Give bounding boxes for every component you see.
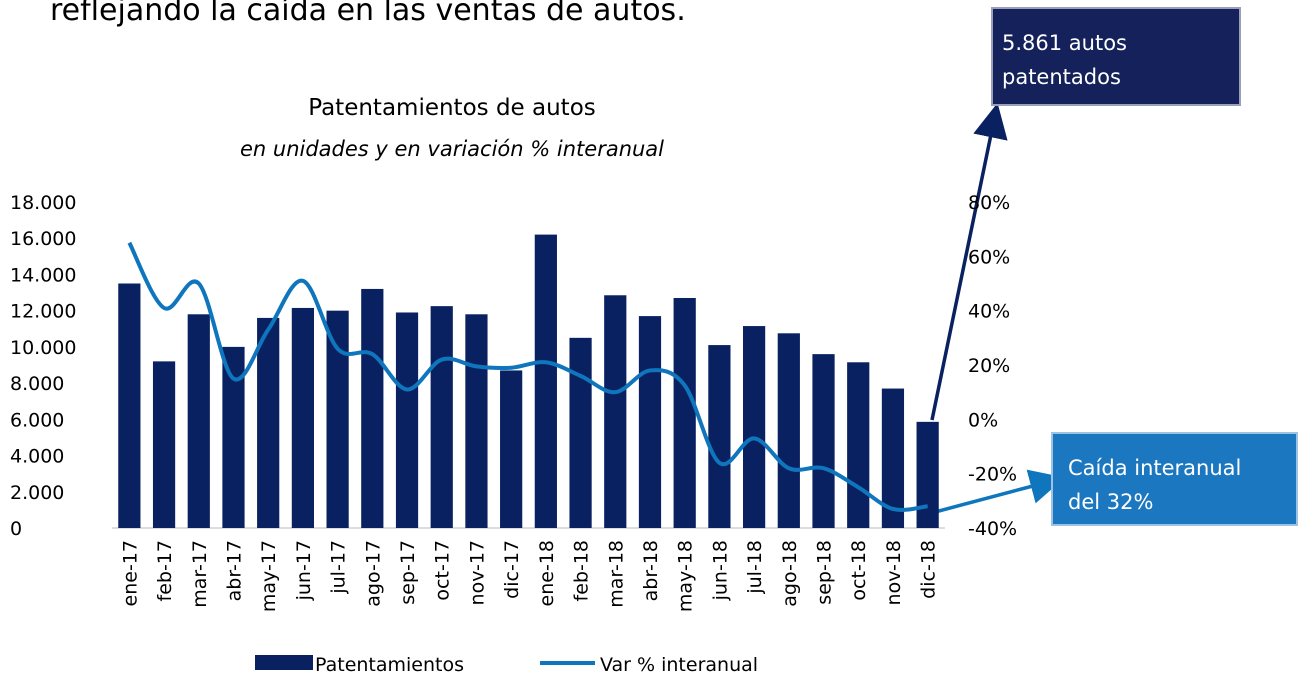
x-tick-label: oct-17 (432, 540, 454, 601)
x-tick-label: dic-17 (501, 540, 523, 599)
annotation-box (991, 7, 1241, 106)
bar (673, 297, 696, 528)
x-tick-label: ago-17 (362, 540, 384, 607)
bar (326, 310, 349, 528)
arrow (930, 102, 1008, 421)
y-tick-label: 0 (10, 518, 22, 540)
y-tick-label: 4.000 (10, 446, 64, 468)
y2-tick-label: 40% (968, 301, 1010, 323)
bar (847, 362, 870, 528)
bar (430, 306, 453, 528)
y-tick-label: 10.000 (10, 337, 76, 359)
x-tick-label: oct-18 (848, 540, 870, 601)
bar (187, 314, 210, 528)
x-tick-label: feb-18 (571, 540, 593, 601)
bar (291, 307, 315, 528)
x-tick-label: may-18 (675, 540, 697, 612)
bar (395, 312, 419, 528)
x-tick-label: feb-17 (154, 540, 176, 601)
x-tick-label: jul-17 (328, 540, 350, 595)
annotation-text: 5.861 autos (1002, 31, 1127, 55)
bar (118, 283, 141, 528)
x-tick-label: jun-17 (293, 540, 315, 601)
bar (534, 234, 557, 528)
x-tick-label: sep-17 (397, 540, 419, 605)
arrow (934, 469, 1065, 514)
x-tick-label: ene-17 (119, 540, 141, 606)
x-tick-label: ago-18 (779, 540, 801, 607)
slide-heading: reflejando la caída en las ventas de aut… (50, 0, 686, 28)
y2-tick-label: 60% (968, 246, 1010, 268)
line (127, 241, 928, 512)
y-tick-label: 14.000 (10, 264, 76, 286)
x-tick-label: abr-18 (640, 540, 662, 601)
bar (361, 288, 384, 528)
bar (638, 316, 662, 528)
x-tick-label: mar-18 (605, 540, 627, 608)
chart-subtitle: en unidades y en variación % interanual (240, 137, 664, 161)
y2-tick-label: 0% (968, 409, 998, 431)
annotation-text: Caída interanual (1068, 456, 1241, 480)
bar (465, 314, 488, 528)
x-tick-label: may-17 (258, 540, 280, 612)
bar (742, 326, 766, 528)
y-tick-label: 2.000 (10, 482, 64, 504)
legend-swatch (255, 655, 313, 670)
x-tick-label: jun-18 (709, 540, 731, 601)
bar (569, 337, 592, 528)
y2-tick-label: -40% (968, 518, 1017, 540)
bar (777, 333, 800, 528)
bar (222, 346, 245, 528)
bar (257, 317, 280, 528)
x-tick-label: nov-17 (466, 540, 488, 605)
chart-title: Patentamientos de autos (308, 95, 596, 121)
y-tick-label: 6.000 (10, 409, 64, 431)
y-tick-label: 16.000 (10, 228, 76, 250)
x-tick-label: jul-18 (744, 540, 766, 595)
annotation-text: patentados (1002, 65, 1121, 89)
bar (916, 421, 939, 528)
y-tick-label: 8.000 (10, 373, 64, 395)
x-tick-label: nov-18 (883, 540, 905, 605)
bar (881, 388, 905, 528)
x-tick-label: mar-17 (189, 540, 211, 608)
x-tick-label: dic-18 (918, 540, 940, 599)
x-tick-label: abr-17 (223, 540, 245, 601)
y-tick-label: 12.000 (10, 301, 76, 323)
y2-tick-label: -20% (968, 464, 1017, 486)
legend-label: Var % interanual (600, 654, 758, 676)
x-tick-label: ene-18 (536, 540, 558, 606)
annotation-text: del 32% (1068, 490, 1153, 514)
bar (812, 354, 835, 528)
y2-tick-label: 80% (968, 192, 1010, 214)
bar (708, 345, 731, 528)
y2-tick-label: 20% (968, 355, 1010, 377)
bar (500, 370, 523, 528)
bar (152, 361, 176, 528)
y-tick-label: 18.000 (10, 192, 76, 214)
bar (604, 295, 627, 528)
legend-label: Patentamientos (315, 654, 464, 676)
annotation-box (1051, 432, 1298, 526)
x-tick-label: sep-18 (814, 540, 836, 605)
